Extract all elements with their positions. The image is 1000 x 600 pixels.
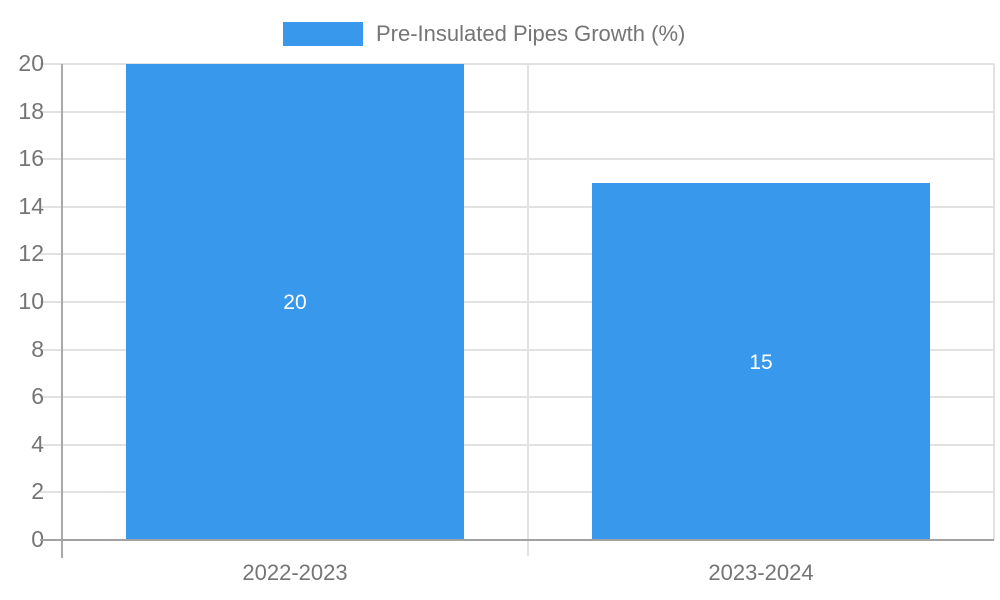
x-axis-tick-label: 2022-2023: [242, 560, 348, 585]
y-axis-tick-label: 14: [18, 192, 44, 219]
y-tick-mark: [40, 158, 62, 161]
category-boundary-gridline: [527, 64, 529, 556]
y-axis-tick-label: 8: [31, 335, 44, 362]
bar-value-label: 20: [283, 291, 307, 314]
x-axis-baseline: [40, 539, 994, 541]
bar-2023-2024[interactable]: [592, 183, 930, 540]
x-axis-tick-label: 2023-2024: [708, 560, 814, 585]
y-tick-mark: [40, 348, 62, 351]
y-axis-tick-label: 16: [18, 145, 44, 172]
legend[interactable]: Pre-Insulated Pipes Growth (%): [283, 21, 685, 47]
y-tick-mark: [40, 63, 62, 65]
y-axis-tick-label: 18: [18, 97, 44, 124]
y-tick-mark: [40, 443, 62, 446]
y-axis-tick-label: 2: [31, 478, 44, 505]
y-axis-tick-label: 10: [18, 288, 44, 314]
y-tick-mark: [40, 301, 62, 303]
y-axis-tick-label: 0: [31, 526, 44, 552]
bar-value-label: 15: [749, 350, 773, 374]
y-tick-mark: [40, 205, 62, 208]
legend-swatch-icon: [283, 22, 363, 46]
y-tick-mark: [40, 396, 62, 399]
y-axis-tick-label: 12: [18, 240, 44, 267]
y-tick-mark: [40, 253, 62, 256]
bar-2022-2023[interactable]: [126, 64, 464, 540]
y-axis-line: [61, 64, 63, 558]
y-tick-mark: [40, 110, 62, 113]
y-tick-mark: [40, 491, 62, 494]
y-axis-tick-label: 20: [18, 50, 44, 76]
category-boundary-gridline: [993, 64, 995, 540]
legend-label: Pre-Insulated Pipes Growth (%): [376, 21, 686, 46]
y-axis-tick-label: 6: [31, 383, 44, 410]
y-axis-tick-label: 4: [31, 430, 44, 457]
